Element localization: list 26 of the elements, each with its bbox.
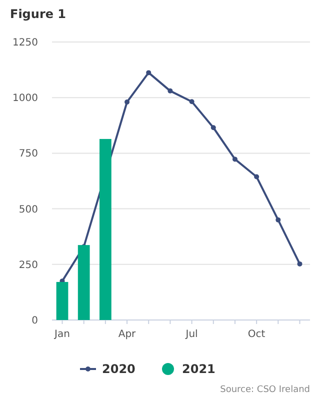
- point: [124, 100, 130, 105]
- point: [189, 99, 194, 104]
- legend-label: 2021: [182, 362, 216, 376]
- point: [254, 174, 260, 180]
- chart-title: Figure 1: [10, 7, 66, 21]
- bar: [56, 282, 68, 320]
- point: [146, 70, 152, 76]
- point: [297, 261, 302, 266]
- bar: [78, 245, 90, 320]
- legend-label: 2020: [102, 362, 136, 376]
- y-tick-label: 750: [18, 148, 38, 160]
- point: [168, 88, 173, 94]
- point: [232, 156, 238, 162]
- bar: [100, 138, 112, 320]
- y-tick-label: 0: [32, 316, 38, 326]
- y-tick-label: 250: [18, 260, 38, 271]
- y-tick-label: 500: [18, 204, 38, 216]
- x-tick-label: Jul: [184, 329, 198, 340]
- x-tick-label: Apr: [118, 329, 137, 340]
- x-tick-label: Jan: [54, 329, 70, 340]
- y-tick-label: 1000: [12, 93, 38, 104]
- x-tick-label: Oct: [248, 329, 266, 340]
- source-note: Source: CSO Ireland: [220, 385, 310, 395]
- point: [276, 217, 281, 222]
- y-tick-label: 1250: [12, 38, 38, 48]
- point: [210, 125, 216, 130]
